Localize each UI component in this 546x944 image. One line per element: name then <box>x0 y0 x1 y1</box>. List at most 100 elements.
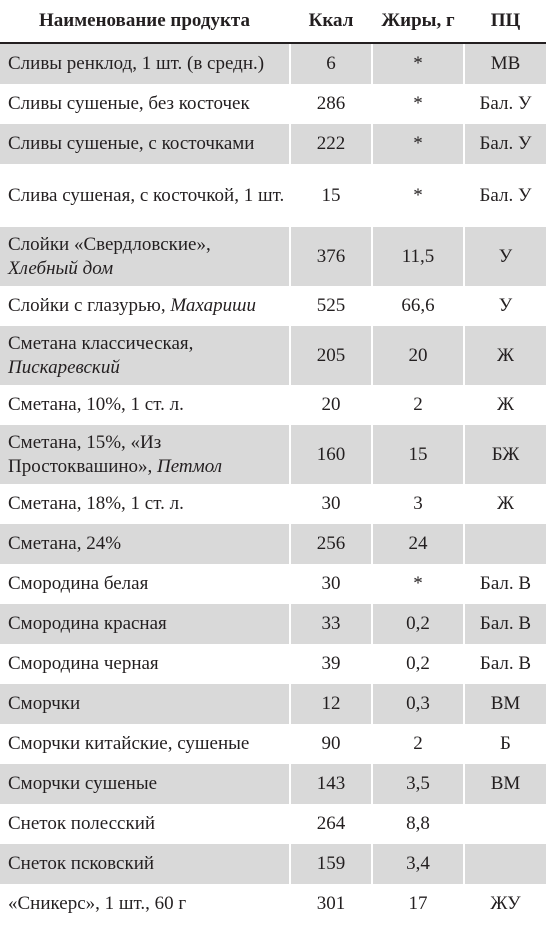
fat-value: 0,3 <box>371 684 464 724</box>
pc-value: У <box>463 227 546 286</box>
table-row: Смородина белая 30 * Бал. В <box>0 564 546 604</box>
pc-value: БЖ <box>463 425 546 484</box>
table-row: «Сникерс», 1 шт., 60 г 301 17 ЖУ <box>0 884 546 924</box>
fat-value: 24 <box>371 524 464 564</box>
product-name: Сливы ренклод, 1 шт. (в средн.) <box>0 43 290 84</box>
pc-value: Ж <box>463 484 546 524</box>
pc-value: Бал. У <box>463 124 546 164</box>
table-row: Сметана классическая, Пискаревский 205 20… <box>0 326 546 385</box>
table-row: Слойки «Свердловские», Хлебный дом 376 11… <box>0 227 546 286</box>
table-row: Смородина черная 39 0,2 Бал. В <box>0 644 546 684</box>
fat-value: 0,2 <box>371 604 464 644</box>
nutrition-table: Наименование продукта Ккал Жиры, г ПЦ Сл… <box>0 0 546 924</box>
header-product-name: Наименование продукта <box>0 0 290 44</box>
pc-value: Бал. В <box>463 604 546 644</box>
fat-value: 8,8 <box>371 804 464 844</box>
product-name: Сметана, 10%, 1 ст. л. <box>8 394 184 415</box>
product-brand: Петмол <box>157 455 223 477</box>
kcal-value: 30 <box>289 484 372 524</box>
kcal-value: 6 <box>289 43 372 84</box>
kcal-value: 376 <box>289 227 372 286</box>
pc-value: Ж <box>463 326 546 385</box>
table-row: Сливы сушеные, без косточек 286 * Бал. У <box>0 84 546 124</box>
product-name: Сморчки китайские, сушеные <box>8 733 250 754</box>
product-name: Слойки «Свердловские», Хлебный дом <box>0 227 290 286</box>
kcal-value: 90 <box>289 724 372 764</box>
kcal-value: 33 <box>289 604 372 644</box>
product-brand: Пискаревский <box>8 356 120 378</box>
table-row: Снеток полесский 264 8,8 <box>0 804 546 844</box>
fat-value: 17 <box>371 884 464 924</box>
pc-value <box>463 844 546 884</box>
fat-value: 2 <box>371 385 464 425</box>
kcal-value: 12 <box>289 684 372 724</box>
product-name: Сливы сушеные, без косточек <box>8 93 250 114</box>
product-name: Сметана, 15%, «Из Простоквашино», Петмол <box>0 425 290 484</box>
product-name: Сметана, 18%, 1 ст. л. <box>8 493 184 514</box>
header-pc: ПЦ <box>463 0 546 44</box>
fat-value: * <box>371 84 464 124</box>
pc-value: У <box>463 286 546 326</box>
table-row: Сметана, 15%, «Из Простоквашино», Петмол… <box>0 425 546 484</box>
kcal-value: 222 <box>289 124 372 164</box>
fat-value: * <box>371 124 464 164</box>
kcal-value: 30 <box>289 564 372 604</box>
kcal-value: 20 <box>289 385 372 425</box>
table-row: Сметана, 18%, 1 ст. л. 30 3 Ж <box>0 484 546 524</box>
table-row: Сморчки 12 0,3 ВМ <box>0 684 546 724</box>
header-row: Наименование продукта Ккал Жиры, г ПЦ <box>0 0 546 44</box>
product-name: Снеток псковский <box>0 844 290 884</box>
pc-value <box>463 524 546 564</box>
kcal-value: 160 <box>289 425 372 484</box>
pc-value: Бал. В <box>463 644 546 684</box>
kcal-value: 159 <box>289 844 372 884</box>
pc-value: Б <box>463 724 546 764</box>
pc-value: ЖУ <box>463 884 546 924</box>
fat-value: 3,5 <box>371 764 464 804</box>
table-row: Сморчки китайские, сушеные 90 2 Б <box>0 724 546 764</box>
fat-value: 20 <box>371 326 464 385</box>
kcal-value: 256 <box>289 524 372 564</box>
table-row: Сливы сушеные, с косточками 222 * Бал. У <box>0 124 546 164</box>
product-name: Смородина красная <box>0 604 290 644</box>
table-row: Сметана, 10%, 1 ст. л. 20 2 Ж <box>0 385 546 425</box>
kcal-value: 39 <box>289 644 372 684</box>
product-brand: Хлебный дом <box>8 257 114 279</box>
pc-value: Бал. В <box>463 564 546 604</box>
product-name: Сморчки <box>0 684 290 724</box>
product-brand: Махариши <box>170 295 256 316</box>
kcal-value: 15 <box>289 164 372 227</box>
table-row: Смородина красная 33 0,2 Бал. В <box>0 604 546 644</box>
fat-value: 66,6 <box>371 286 464 326</box>
pc-value: Бал. У <box>463 164 546 227</box>
pc-value: Бал. У <box>463 84 546 124</box>
pc-value: МВ <box>463 43 546 84</box>
table-row: Снеток псковский 159 3,4 <box>0 844 546 884</box>
product-name: Смородина черная <box>8 653 159 674</box>
fat-value: 11,5 <box>371 227 464 286</box>
pc-value: ВМ <box>463 684 546 724</box>
pc-value: ВМ <box>463 764 546 804</box>
product-name: Сметана, 24% <box>0 524 290 564</box>
table-row: Сливы ренклод, 1 шт. (в средн.) 6 * МВ <box>0 43 546 84</box>
header-fat: Жиры, г <box>371 0 464 44</box>
product-name: Смородина белая <box>8 573 149 594</box>
fat-value: 15 <box>371 425 464 484</box>
product-name: «Сникерс», 1 шт., 60 г <box>8 893 187 914</box>
fat-value: * <box>371 43 464 84</box>
table-row: Сморчки сушеные 143 3,5 ВМ <box>0 764 546 804</box>
header-kcal: Ккал <box>289 0 372 44</box>
pc-value <box>463 804 546 844</box>
product-name: Слойки с глазурью, Махариши <box>8 295 256 316</box>
fat-value: 3,4 <box>371 844 464 884</box>
product-name: Сморчки сушеные <box>0 764 290 804</box>
product-name: Слива сушеная, с косточкой, 1 шт. <box>8 184 285 206</box>
fat-value: 2 <box>371 724 464 764</box>
fat-value: * <box>371 164 464 227</box>
fat-value: 0,2 <box>371 644 464 684</box>
table-row: Слива сушеная, с косточкой, 1 шт. 15 * Б… <box>0 164 546 227</box>
kcal-value: 286 <box>289 84 372 124</box>
pc-value: Ж <box>463 385 546 425</box>
kcal-value: 143 <box>289 764 372 804</box>
product-name: Сметана классическая, Пискаревский <box>0 326 290 385</box>
